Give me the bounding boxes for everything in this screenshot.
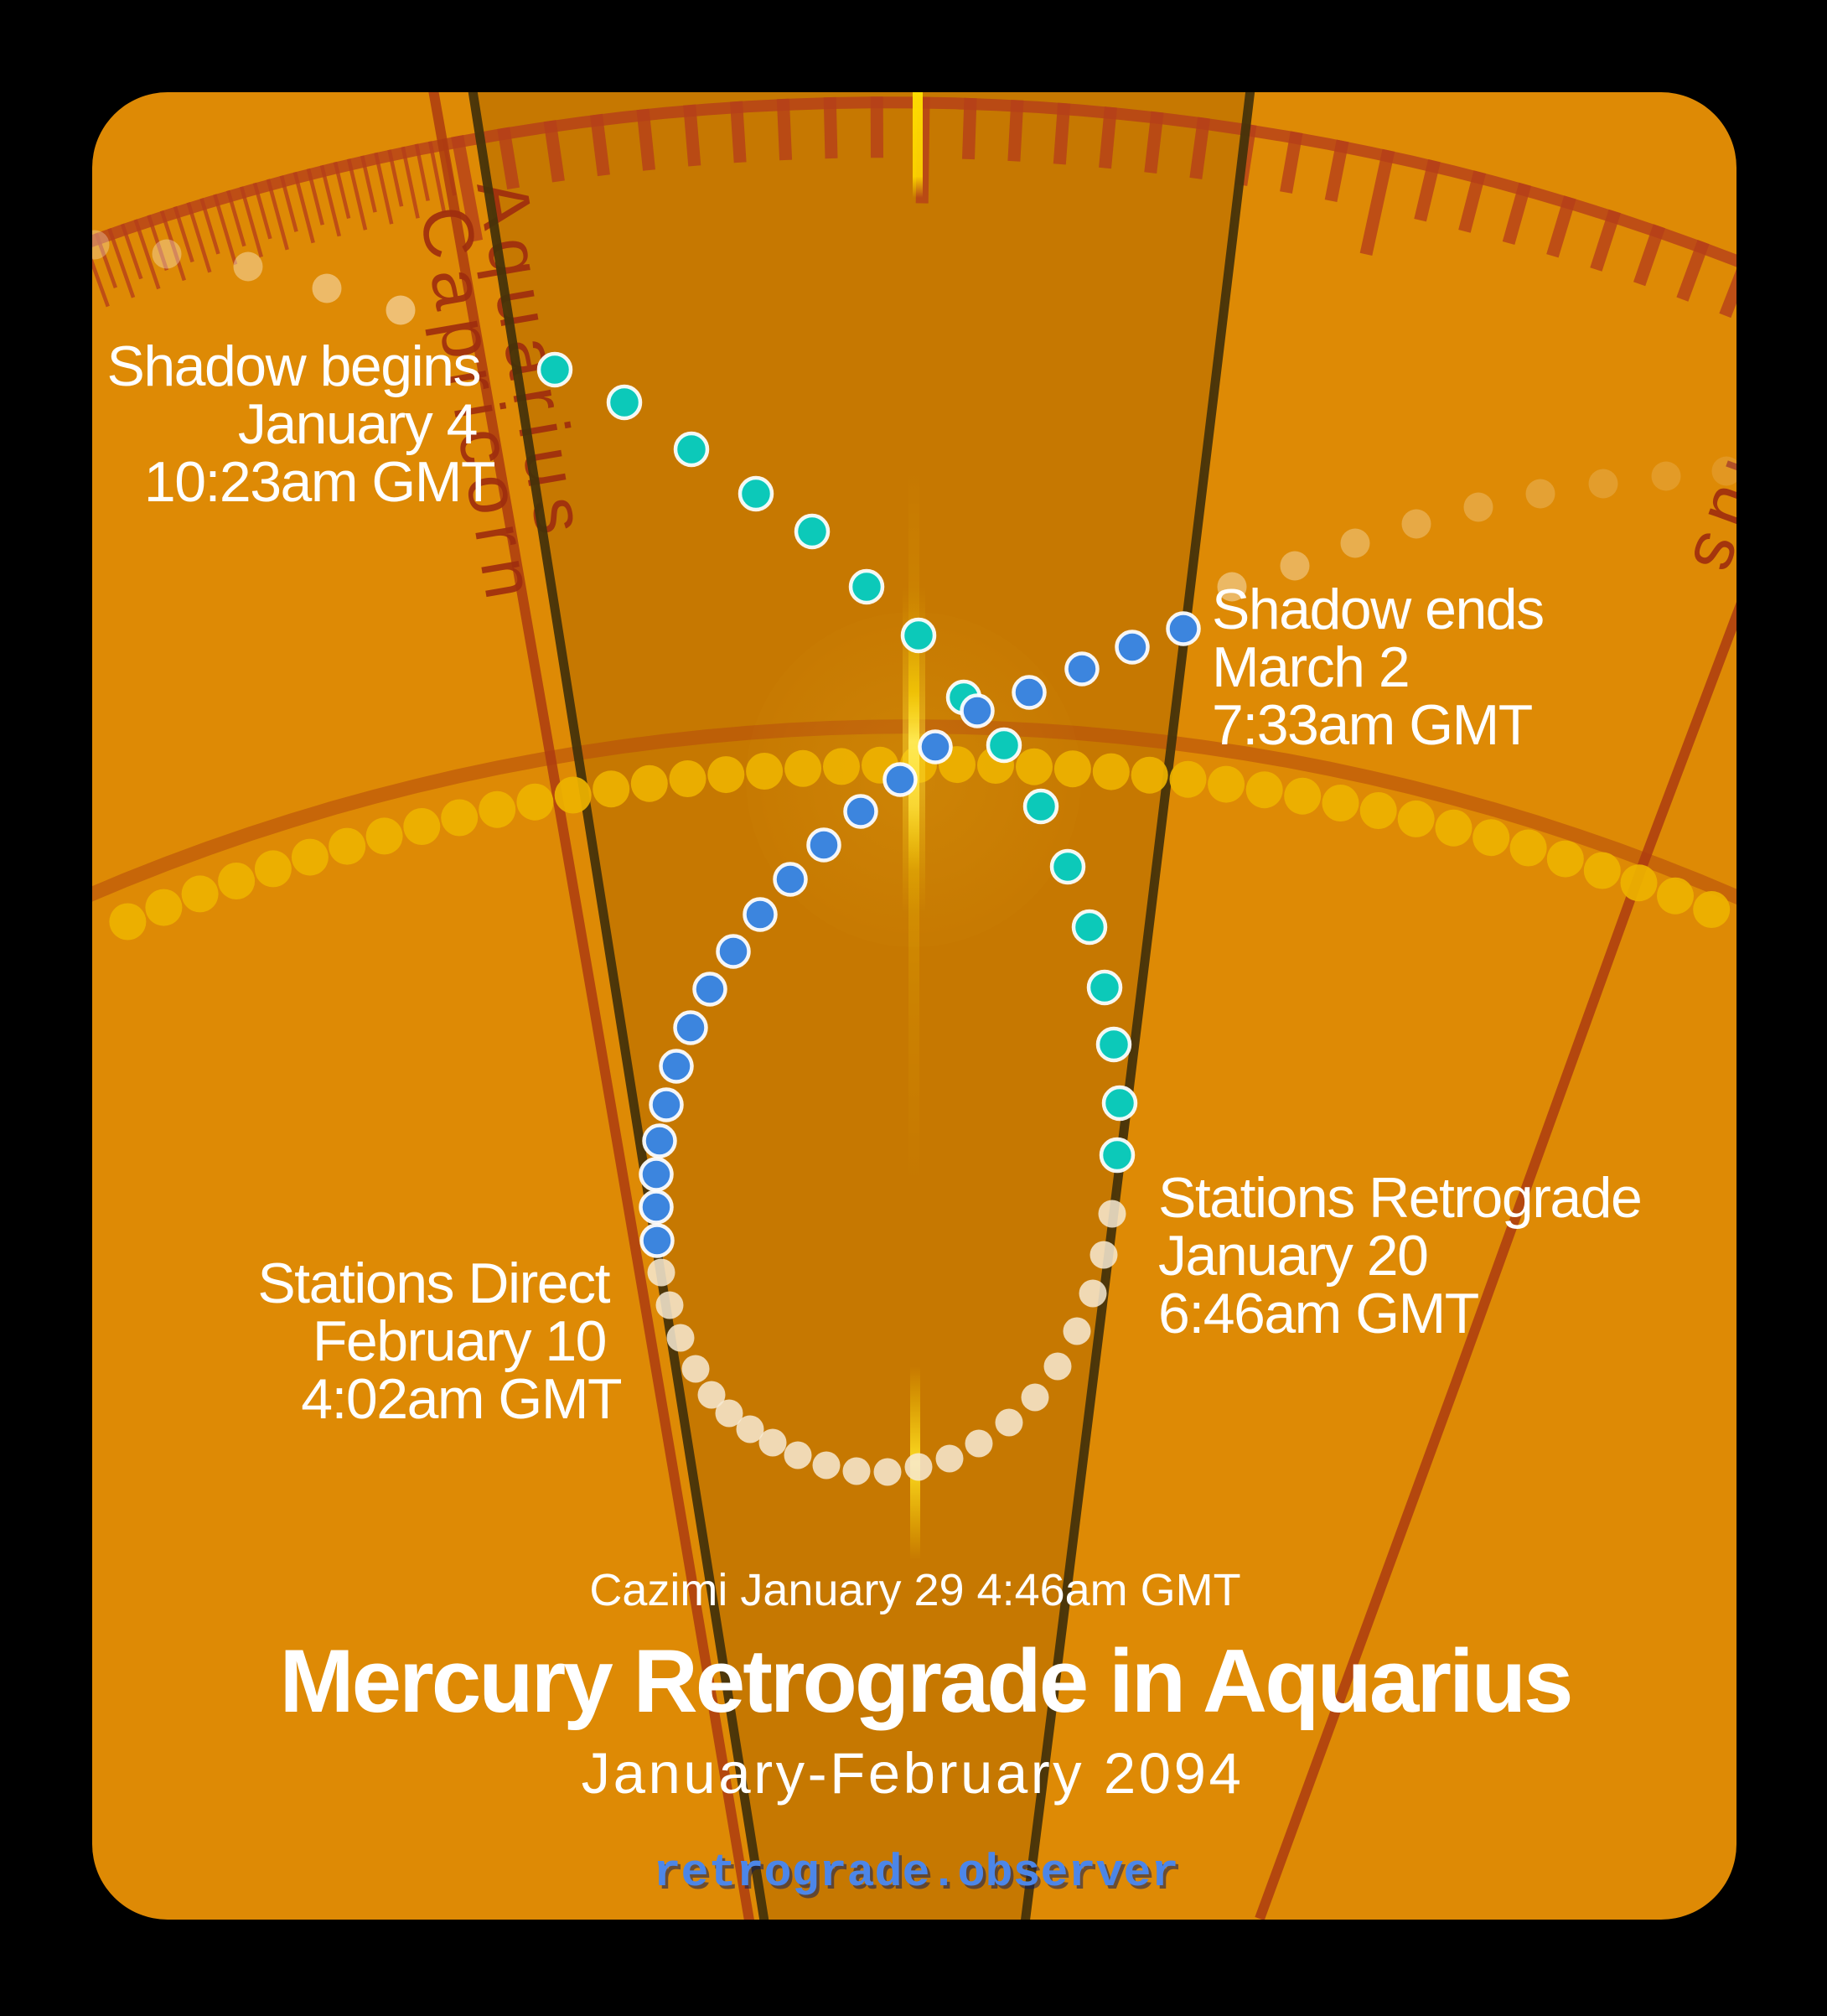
svg-text:10:23am GMT: 10:23am GMT xyxy=(144,450,494,514)
svg-text:March 2: March 2 xyxy=(1212,635,1409,699)
svg-text:Mercury Retrograde in Aquarius: Mercury Retrograde in Aquarius xyxy=(279,1630,1571,1731)
svg-text:January-February 2094: January-February 2094 xyxy=(582,1741,1245,1806)
svg-text:6:46am GMT: 6:46am GMT xyxy=(1158,1282,1478,1345)
svg-text:February 10: February 10 xyxy=(313,1309,606,1373)
svg-text:Stations Retrograde: Stations Retrograde xyxy=(1158,1166,1641,1230)
svg-text:Shadow begins: Shadow begins xyxy=(106,334,480,398)
svg-text:Cazimi January 29 4:46am GMT: Cazimi January 29 4:46am GMT xyxy=(589,1565,1240,1615)
svg-text:4:02am GMT: 4:02am GMT xyxy=(301,1367,621,1431)
svg-text:January 20: January 20 xyxy=(1158,1224,1427,1288)
svg-text:7:33am GMT: 7:33am GMT xyxy=(1212,693,1532,757)
svg-text:retrograde.observer: retrograde.observer xyxy=(653,1847,1178,1899)
svg-text:Shadow ends: Shadow ends xyxy=(1212,578,1544,641)
svg-text:Stations Direct: Stations Direct xyxy=(257,1252,610,1315)
svg-text:January 4: January 4 xyxy=(238,392,477,456)
svg-text:retrograde.observer: retrograde.observer xyxy=(656,1850,1182,1903)
